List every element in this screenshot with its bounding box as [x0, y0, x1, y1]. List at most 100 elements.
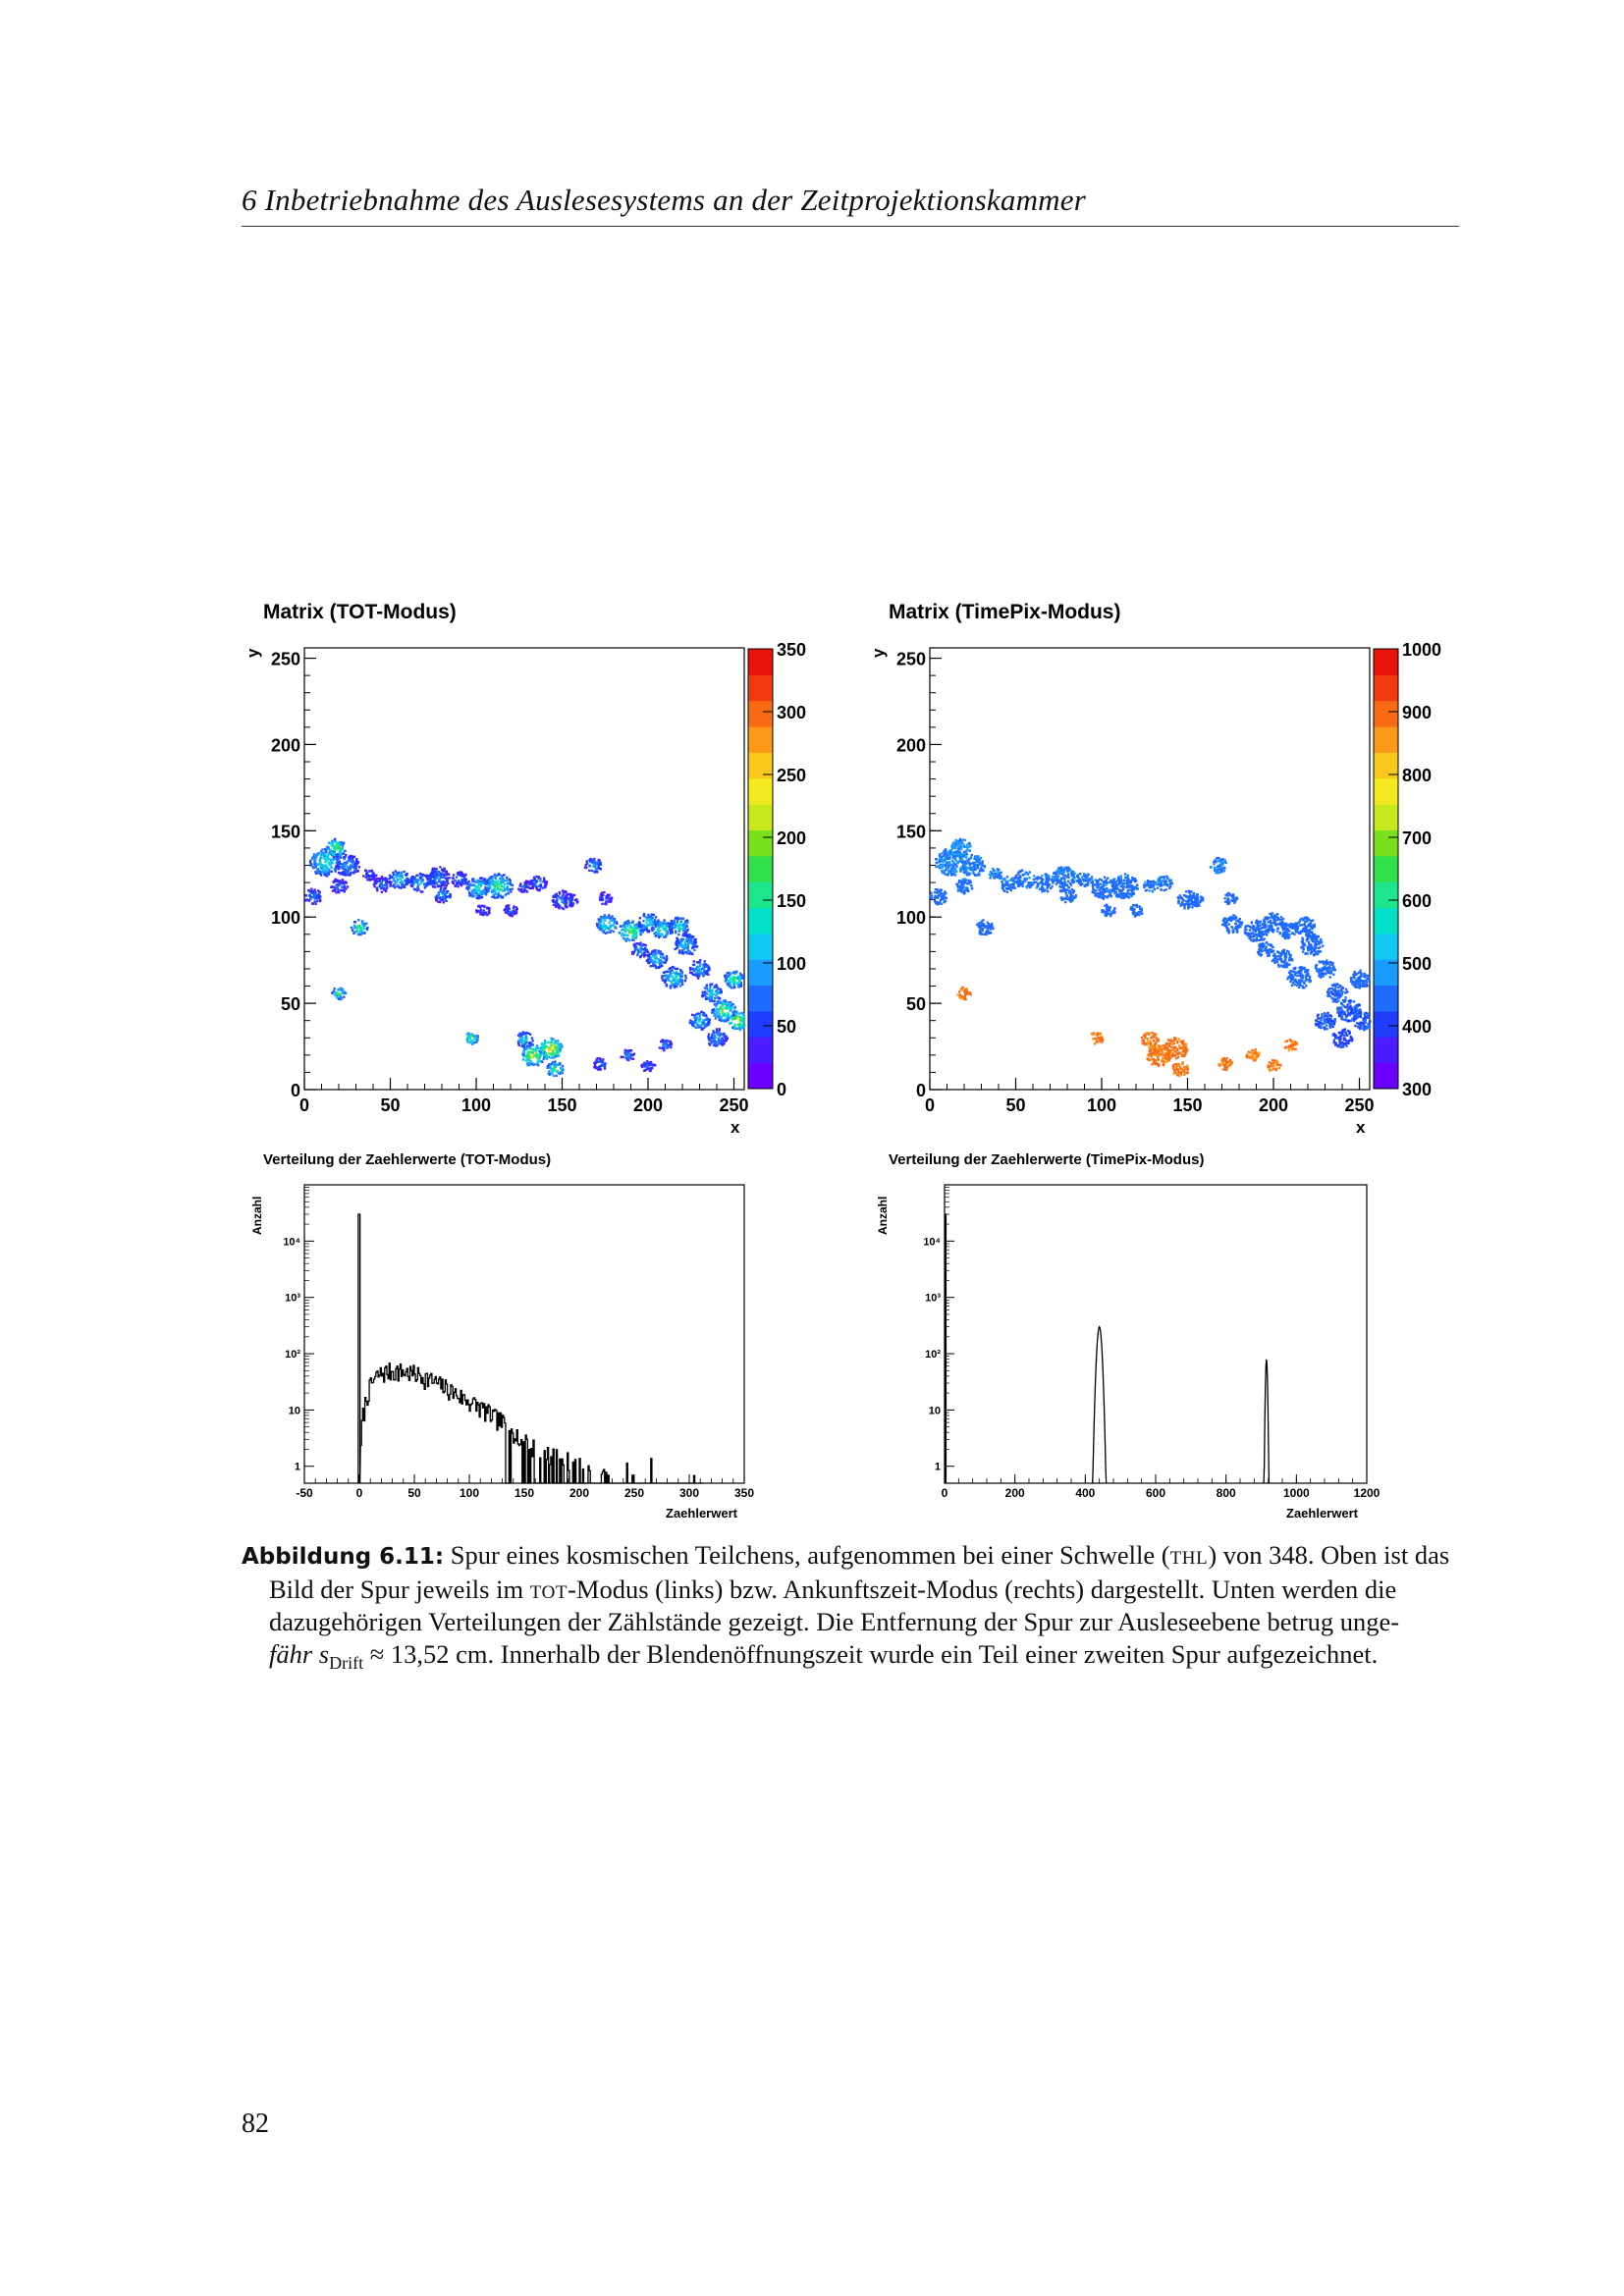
tot-hit-pixel: [541, 886, 544, 889]
timepix-hit-pixel: [1046, 883, 1049, 886]
tot-hit-pixel: [558, 1045, 561, 1048]
timepix-hit-pixel: [1041, 884, 1044, 887]
tot-hit-pixel: [555, 1063, 559, 1067]
timepix-hit-pixel: [1014, 874, 1018, 878]
tot-hit-pixel: [538, 888, 541, 892]
tot-hit-pixel: [596, 925, 599, 928]
tot-hit-pixel: [437, 900, 440, 903]
tot-hit-pixel: [733, 1023, 736, 1027]
x-tick-label: 0: [925, 1095, 935, 1115]
tot-hit-pixel: [742, 976, 745, 979]
tot-hit-pixel: [383, 879, 387, 881]
timepix-hit-pixel: [1009, 882, 1013, 886]
tot-hit-pixel: [700, 1011, 703, 1014]
tot-hit-pixel: [668, 924, 671, 927]
tot-hit-pixel: [554, 1060, 557, 1063]
timepix-hit-pixel: [1110, 881, 1114, 883]
tot-hit-pixel: [628, 927, 631, 930]
tot-hit-pixel: [356, 870, 359, 873]
tot-hit-pixel: [648, 920, 652, 924]
tot-hit-pixel: [692, 1014, 696, 1017]
tot-hit-pixel: [345, 871, 349, 874]
tot-hit-pixel: [380, 876, 384, 879]
timepix-hit-pixel: [962, 838, 965, 841]
timepix-hit-pixel: [1013, 876, 1016, 880]
tot-hit-pixel: [600, 916, 604, 920]
tot-hit-pixel: [729, 1022, 731, 1026]
timepix-hit-pixel: [1114, 882, 1118, 886]
tot-hit-pixel: [386, 883, 389, 887]
timepix-hit-pixel: [951, 866, 955, 870]
tot-hit-pixel: [733, 1017, 737, 1020]
timepix-hit-pixel: [945, 850, 948, 854]
tot-hit-pixel: [739, 1019, 743, 1022]
tot-hit-pixel: [717, 1033, 720, 1037]
timepix-hit-pixel: [1128, 884, 1132, 887]
timepix-hit-pixel: [1102, 896, 1105, 899]
tot-hit-pixel: [535, 1053, 538, 1056]
timepix-hit-pixel: [943, 858, 947, 861]
tot-hit-pixel: [503, 887, 507, 891]
tot-hit-pixel: [401, 876, 405, 879]
tot-hit-pixel: [539, 880, 542, 882]
timepix-hit-pixel: [1095, 881, 1099, 884]
tot-hit-pixel: [704, 997, 708, 1001]
tot-hit-pixel: [552, 1067, 555, 1070]
tot-hit-pixel: [547, 1048, 551, 1051]
tot-hit-pixel: [613, 918, 617, 921]
tot-hit-pixel: [634, 932, 638, 934]
timepix-hit-pixel: [1048, 877, 1051, 880]
timepix-hit-pixel: [1116, 894, 1119, 897]
tot-hit-pixel: [636, 922, 640, 926]
timepix-hit-pixel: [1119, 882, 1123, 885]
tot-hit-pixel: [642, 913, 646, 916]
tot-hit-pixel: [630, 950, 634, 954]
tot-hit-pixel: [517, 1043, 520, 1046]
tot-hit-pixel: [338, 880, 341, 882]
tot-hit-pixel: [338, 840, 342, 844]
tot-hit-pixel: [524, 1054, 527, 1057]
tot-hit-pixel: [734, 1015, 738, 1018]
timepix-hit-pixel: [1108, 893, 1111, 897]
tot-hit-pixel: [505, 879, 509, 881]
tot-hit-pixel: [700, 972, 703, 975]
tot-hit-pixel: [649, 922, 652, 925]
tot-hit-pixel: [705, 988, 709, 990]
tot-hit-pixel: [645, 919, 648, 922]
timepix-hit-pixel: [1119, 875, 1122, 879]
timepix-hit-pixel: [1131, 886, 1135, 889]
tot-hit-pixel: [440, 881, 444, 884]
tot-hit-pixel: [363, 924, 366, 928]
timepix-hit-pixel: [1119, 884, 1122, 888]
tot-hit-pixel: [452, 874, 456, 877]
timepix-hit-pixel: [1094, 891, 1097, 894]
timepix-hit-pixel: [1103, 881, 1106, 884]
timepix-hit-pixel: [1038, 887, 1042, 890]
tot-hit-pixel: [400, 881, 404, 883]
tot-hit-pixel: [690, 939, 693, 943]
colorbar-cell: [748, 855, 773, 882]
tot-hit-pixel: [606, 894, 609, 897]
y-tick-label: 0: [291, 1081, 300, 1100]
tot-hit-pixel: [595, 1058, 598, 1061]
tot-hit-pixel: [694, 944, 697, 948]
tot-hit-pixel: [663, 974, 667, 978]
tot-hit-pixel: [694, 1026, 698, 1029]
tot-hit-pixel: [665, 985, 668, 988]
tot-hit-pixel: [703, 973, 706, 976]
tot-hit-pixel: [671, 968, 674, 972]
tot-hit-pixel: [708, 990, 712, 993]
tot-hit-pixel: [611, 915, 614, 918]
tot-hit-pixel: [662, 971, 666, 975]
tot-hit-pixel: [589, 860, 592, 863]
timepix-hit-pixel: [1136, 883, 1139, 887]
timepix-hit-pixel: [964, 855, 968, 858]
colorbar-tick-label: 150: [777, 891, 806, 911]
tot-hit-pixel: [544, 1054, 547, 1058]
tot-hit-pixel: [441, 892, 444, 896]
tot-hit-pixel: [332, 853, 335, 857]
tot-hit-pixel: [669, 975, 672, 979]
timepix-hit-pixel: [1105, 914, 1109, 918]
tot-hit-pixel: [671, 925, 674, 928]
tot-hit-pixel: [362, 875, 365, 878]
